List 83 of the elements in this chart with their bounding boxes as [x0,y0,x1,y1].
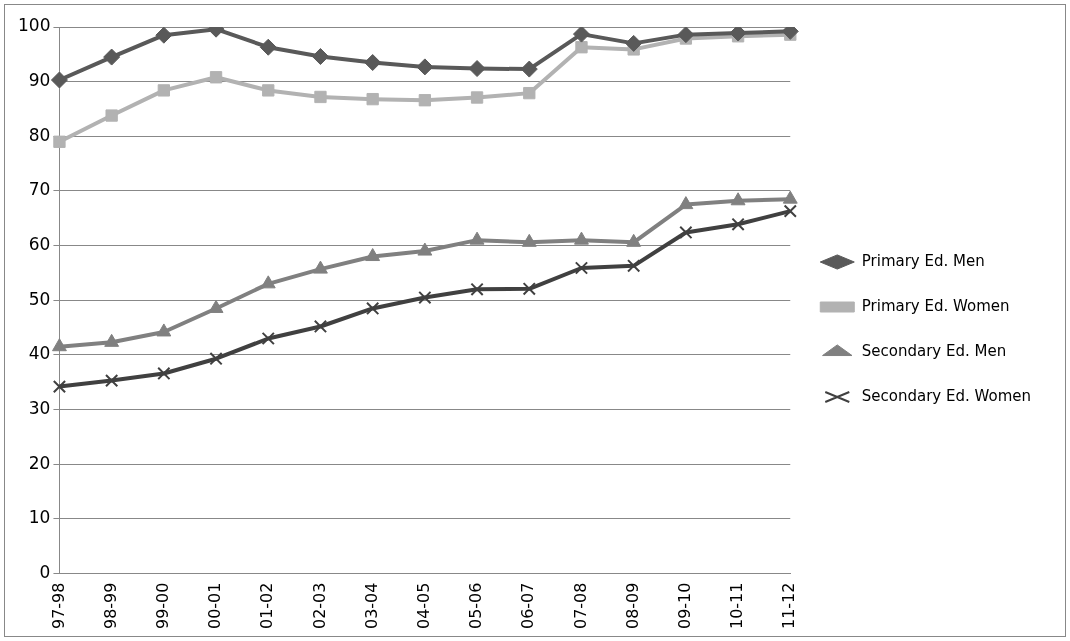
point [417,242,433,256]
point [625,34,643,52]
point [105,109,118,122]
point [731,217,745,231]
y-tick-label: 70 [28,179,51,200]
point [209,71,223,84]
y-tick-label: 0 [39,561,51,582]
point [730,192,746,206]
x-tick-label: 05-06 [466,582,486,630]
x-tick-label: 02-03 [309,582,329,630]
point [416,58,434,76]
x-tick-label: 98-99 [100,582,120,630]
point [311,48,329,66]
point [520,60,538,78]
point [50,71,68,89]
point [782,190,798,204]
point [678,196,694,210]
point [521,233,537,247]
y-tick-label: 20 [28,452,51,473]
x-tick-label: 97-98 [48,582,68,630]
x-tick-label: 03-04 [361,582,381,630]
point [627,259,641,273]
y-tick-label: 40 [28,343,51,364]
point [209,352,223,366]
point [677,27,695,44]
point [574,261,589,275]
y-tick-label: 10 [28,507,51,528]
point [104,333,120,347]
x-tick-label: 99-00 [153,582,173,630]
point [157,84,171,97]
y-tick-label: 50 [28,288,51,309]
x-tick-label: 01-02 [257,582,277,630]
legend-label: Secondary Ed. Men [861,341,1007,360]
point [155,27,173,44]
point [313,319,328,334]
point [261,331,275,346]
point [208,299,224,313]
point [469,231,485,245]
x-tick-label: 09-10 [675,582,695,630]
point [262,84,275,97]
y-tick-label: 100 [17,15,51,36]
point [418,94,432,107]
point [418,290,432,305]
point [314,90,327,104]
point [260,275,276,289]
point [468,60,486,78]
point [572,27,590,43]
point [53,135,66,148]
legend-label: Secondary Ed. Women [861,386,1031,405]
point [52,379,67,394]
x-tick-label: 11-12 [779,582,799,630]
legend-label: Primary Ed. Women [861,296,1010,315]
point [523,86,536,100]
x-tick-label: 10-11 [727,582,747,630]
point [626,233,642,247]
point [574,231,589,245]
point [575,41,588,54]
x-tick-label: 07-08 [570,582,590,630]
point [470,91,484,104]
point [52,338,67,352]
x-tick-label: 08-09 [622,582,642,630]
point [157,366,171,381]
point [259,38,277,56]
point [470,282,484,296]
point [522,282,536,296]
point [365,248,381,262]
y-tick-label: 90 [28,70,51,91]
point [679,225,693,240]
point [313,260,328,274]
x-tick-label: 04-05 [414,582,434,630]
y-tick-label: 80 [28,124,51,145]
point [366,92,379,106]
point [783,204,797,218]
point [104,373,119,388]
point [103,48,121,66]
point [156,323,172,337]
point [366,301,380,316]
y-tick-label: 60 [28,234,51,255]
point [364,54,382,72]
x-tick-label: 00-01 [205,582,225,630]
y-tick-label: 30 [28,397,51,418]
x-tick-label: 06-07 [518,582,538,630]
legend-label: Primary Ed. Men [861,251,985,270]
